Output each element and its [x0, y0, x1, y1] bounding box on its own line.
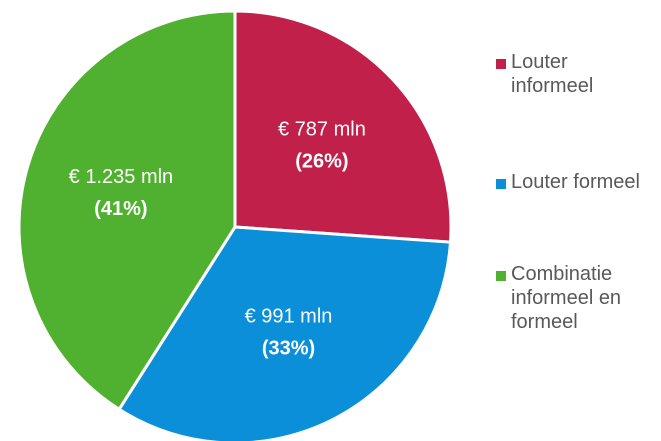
- percentage-label: (33%): [262, 337, 315, 359]
- legend-item: Louter formeel: [496, 170, 656, 194]
- legend-item: Louter informeel: [496, 50, 656, 98]
- value-label: € 787 mln: [278, 118, 366, 140]
- legend-swatch: [496, 59, 506, 69]
- percentage-label: (26%): [295, 150, 348, 172]
- legend-label: Louter formeel: [511, 171, 640, 193]
- legend-label: Louter informeel: [511, 51, 594, 97]
- pie-slice: [233, 9, 453, 244]
- percentage-label: (41%): [94, 198, 147, 220]
- legend-swatch: [496, 179, 506, 189]
- value-label: € 991 mln: [245, 305, 333, 327]
- legend-label: Combinatie informeel en formeel: [511, 263, 622, 333]
- legend-item: Combinatie informeel en formeel: [496, 262, 656, 334]
- value-label: € 1.235 mln: [69, 166, 174, 188]
- pie-slice: [17, 9, 237, 412]
- legend-swatch: [496, 271, 506, 281]
